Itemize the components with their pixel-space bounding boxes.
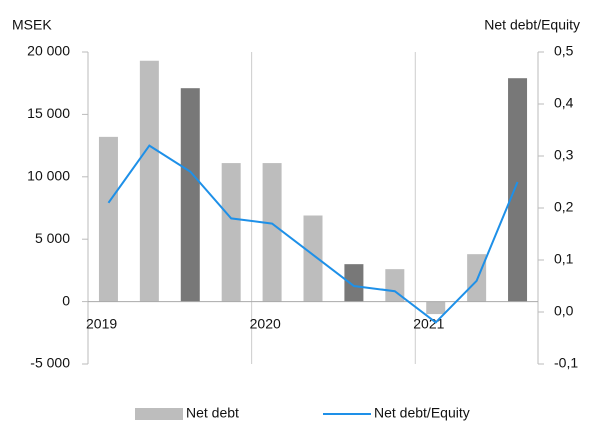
y-axis-title: MSEK (12, 17, 52, 33)
y2-tick-label: 0,0 (554, 303, 574, 319)
y-tick-label: -5 000 (30, 355, 70, 371)
y2-tick-label: 0,5 (554, 43, 574, 59)
bar (180, 88, 200, 302)
legend-label: Net debt (186, 405, 239, 421)
legend-swatch (135, 408, 183, 420)
y2-tick-label: 0,1 (554, 251, 574, 267)
y2-tick-label: 0,3 (554, 147, 574, 163)
x-tick-label: 2021 (413, 315, 444, 331)
bar (385, 269, 405, 302)
y-tick-label: 5 000 (35, 230, 70, 246)
bar (262, 163, 282, 302)
y-tick-label: 20 000 (27, 43, 70, 59)
legend-label: Net debt/Equity (374, 405, 470, 421)
y-tick-label: 10 000 (27, 168, 70, 184)
x-tick-label: 2020 (250, 315, 281, 331)
bar (467, 254, 487, 302)
bar (98, 136, 118, 302)
y-tick-label: 0 (62, 292, 70, 308)
bar (221, 163, 241, 302)
y2-axis-title: Net debt/Equity (484, 17, 580, 33)
bar (344, 264, 364, 302)
bar (508, 78, 528, 302)
bar (303, 215, 323, 302)
y2-tick-label: -0,1 (554, 355, 578, 371)
line (107, 144, 519, 324)
y-tick-label: 15 000 (27, 105, 70, 121)
x-tick-label: 2019 (86, 315, 117, 331)
y2-tick-label: 0,4 (554, 95, 574, 111)
bar (426, 301, 446, 315)
y2-tick-label: 0,2 (554, 199, 574, 215)
bar (139, 60, 159, 302)
